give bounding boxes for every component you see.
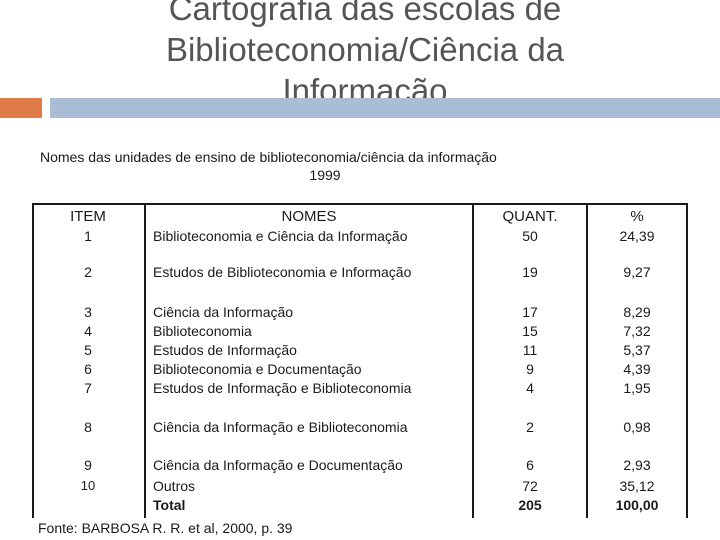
table-cell-quant: 2 <box>526 419 534 435</box>
table-cell-nome: Ciência da Informação e Documentação <box>153 457 403 473</box>
table-cell-pct: 24,39 <box>619 228 655 244</box>
table-border-left <box>32 203 34 518</box>
total-pct: 100,00 <box>615 497 659 513</box>
table-cell-nome: Estudos de Informação <box>153 342 297 358</box>
table-cell-nome: Estudos de Informação e Biblioteconomia <box>153 380 412 396</box>
header-nomes: NOMES <box>281 208 337 225</box>
table-cell-pct: 0,98 <box>623 419 651 435</box>
data-table: ITEM NOMES QUANT. % 1 Biblioteconomia e … <box>32 203 688 518</box>
title-accent-bar <box>0 98 42 118</box>
table-cell-item: 5 <box>84 342 92 358</box>
title-underline-bar <box>50 98 720 118</box>
table-border-right <box>686 203 688 518</box>
table-cell-pct: 9,27 <box>623 264 651 280</box>
table-cell-nome: Outros <box>153 478 196 494</box>
slide-title: Cartografia das escolas de Biblioteconom… <box>165 0 565 109</box>
table-cell-quant: 17 <box>522 304 538 320</box>
table-cell-item: 8 <box>84 419 92 435</box>
table-cell-nome: Biblioteconomia <box>153 323 252 339</box>
header-item: ITEM <box>70 208 106 225</box>
table-cell-pct: 35,12 <box>619 478 655 494</box>
table-cell-nome: Ciência da Informação <box>153 304 294 320</box>
table-caption-year: 1999 <box>309 167 341 183</box>
table-caption-title: Nomes das unidades de ensino de bibliote… <box>40 149 497 165</box>
table-cell-pct: 1,95 <box>623 380 651 396</box>
table-top-rule <box>32 203 688 205</box>
total-quant: 205 <box>518 497 542 513</box>
table-cell-quant: 15 <box>522 323 538 339</box>
table-cell-nome: Biblioteconomia e Documentação <box>153 361 362 377</box>
table-cell-pct: 2,93 <box>623 457 651 473</box>
table-cell-item: 6 <box>84 361 92 377</box>
table-cell-quant: 11 <box>522 342 538 358</box>
table-cell-nome: Ciência da Informação e Biblioteconomia <box>153 419 408 435</box>
table-cell-item: 4 <box>84 323 92 339</box>
table-cell-item: 1 <box>84 228 92 244</box>
table-cell-pct: 7,32 <box>623 323 651 339</box>
table-cell-item: 9 <box>84 457 92 473</box>
column-divider-1 <box>144 203 146 518</box>
header-pct: % <box>630 208 644 225</box>
table-cell-pct: 4,39 <box>623 361 651 377</box>
column-divider-2 <box>472 203 474 518</box>
table-cell-item: 2 <box>84 264 92 280</box>
header-quant: QUANT. <box>502 208 558 225</box>
table-caption: Nomes das unidades de ensino de bibliote… <box>40 148 616 184</box>
table-cell-nome: Biblioteconomia e Ciência da Informação <box>153 228 408 244</box>
table-cell-item: 3 <box>84 304 92 320</box>
table-cell-nome: Estudos de Biblioteconomia e Informação <box>153 264 412 280</box>
table-cell-item: 10 <box>80 478 96 493</box>
total-label: Total <box>153 497 186 513</box>
table-cell-quant: 9 <box>526 361 534 377</box>
table-cell-quant: 19 <box>522 264 538 280</box>
table-cell-quant: 6 <box>526 457 534 473</box>
table-cell-quant: 50 <box>522 228 538 244</box>
table-cell-pct: 5,37 <box>623 342 651 358</box>
table-cell-item: 7 <box>84 380 92 396</box>
table-cell-quant: 4 <box>526 380 534 396</box>
table-cell-pct: 8,29 <box>623 304 651 320</box>
source-note: Fonte: BARBOSA R. R. et al, 2000, p. 39 <box>38 520 293 536</box>
column-divider-3 <box>586 203 588 518</box>
table-cell-quant: 72 <box>522 478 538 494</box>
